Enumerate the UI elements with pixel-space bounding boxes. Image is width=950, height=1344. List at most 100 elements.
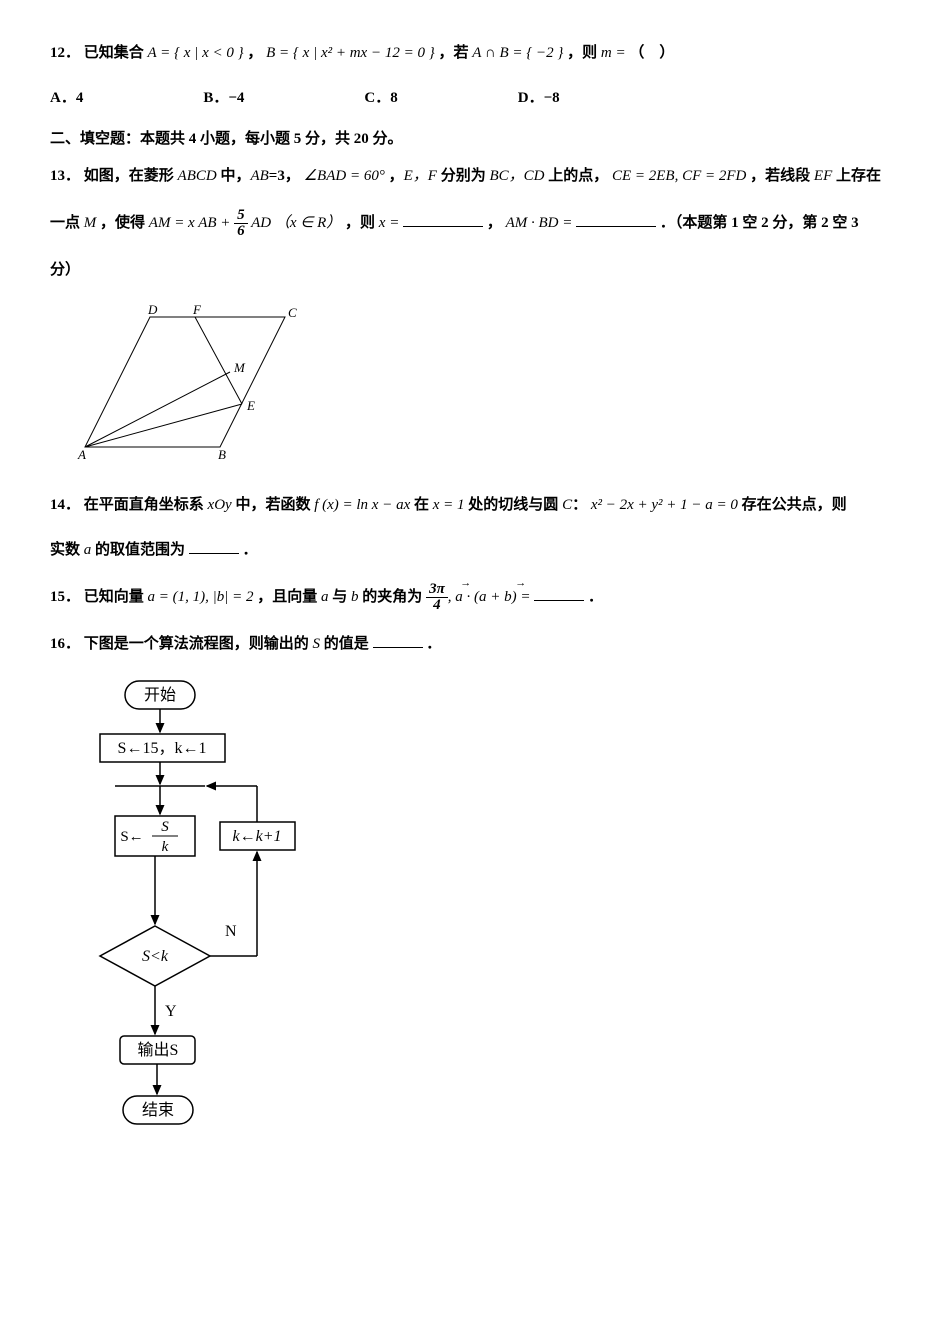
q16-number: 16． xyxy=(50,636,80,652)
q13-fen: 分） xyxy=(50,262,80,278)
q14-t5: 存在公共点，则 xyxy=(742,497,847,513)
q13-blank-2 xyxy=(576,211,656,227)
flow-init: S←15，k←1 xyxy=(118,740,207,757)
q12-paren: （ ） xyxy=(629,45,674,61)
q15-t3: 的夹角为 xyxy=(362,589,426,605)
flow-cond: S<k xyxy=(142,948,169,965)
q15-comma: , xyxy=(448,589,456,605)
q12-option-c: C．8 xyxy=(364,85,397,112)
q12-setA-lhs: A = xyxy=(148,45,175,61)
q15-t2: ，且向量 xyxy=(257,589,321,605)
q14-x1: x = 1 xyxy=(433,497,465,513)
q14-fx: f (x) = ln x − ax xyxy=(314,497,410,513)
q13-dom: （x ∈ R） xyxy=(275,215,341,231)
question-16: 16． 下图是一个算法流程图，则输出的 S 的值是 ． xyxy=(50,631,900,658)
label-E: E xyxy=(246,398,255,413)
q13-frac: 56 xyxy=(234,208,248,239)
flow-assign-den: k xyxy=(162,839,169,855)
q13-note: ．（本题第 1 空 2 分，第 2 空 3 xyxy=(660,215,859,231)
flow-Y: Y xyxy=(165,1003,177,1020)
flow-out: 输出S xyxy=(138,1041,179,1059)
q14-a: a xyxy=(84,542,92,558)
q15-avec: a = (1, 1), |b| = 2 xyxy=(148,589,254,605)
q13-xeq: x = xyxy=(379,215,400,231)
q13-vec-post: AD xyxy=(248,215,271,231)
q13-EF: EF xyxy=(814,168,832,184)
q14-l2a: 实数 xyxy=(50,542,84,558)
q15-blank xyxy=(534,585,584,601)
q13-bc: BC，CD xyxy=(489,168,544,184)
q13-eq3: =3， xyxy=(269,168,300,184)
q16-blank xyxy=(373,632,423,648)
q13-number: 13． xyxy=(50,168,80,184)
q13-ab: AB xyxy=(250,168,268,184)
q13-figure: D F C M E A B xyxy=(70,302,900,472)
q15-frac: 3π4 xyxy=(426,582,448,613)
q15-and: 与 xyxy=(332,589,351,605)
q14-l2b: 的取值范围为 xyxy=(95,542,185,558)
q12-m: m = xyxy=(601,45,626,61)
q13-then: ，则 xyxy=(345,215,375,231)
q16-flowchart: 开始 S←15，k←1 k←k+1 S<k 输出S 结束 S← S k N Y xyxy=(70,676,900,1156)
q15-frac-den: 4 xyxy=(426,598,448,613)
q16-dot: ． xyxy=(426,636,441,652)
q13-l2b: ，使得 xyxy=(100,215,149,231)
q14-t4: 处的切线与圆 xyxy=(468,497,562,513)
q12-setB-lhs: B = xyxy=(266,45,293,61)
question-13: 13． 如图，在菱形 ABCD 中，AB=3， ∠BAD = 60° ，E，F … xyxy=(50,163,900,190)
q13-t6: ，若线段 xyxy=(750,168,814,184)
q12-comma-1: ， xyxy=(247,45,262,61)
q15-frac-num: 3π xyxy=(426,582,448,598)
q13-ef: E，F xyxy=(404,168,437,184)
q14-t1: 在平面直角坐标系 xyxy=(84,497,208,513)
question-13-line2: 一点 M ，使得 AM = x AB + 56 AD （x ∈ R） ，则 x … xyxy=(50,208,900,239)
q14-colon: ： xyxy=(572,497,587,513)
q15-b: b xyxy=(351,589,359,605)
q13-vec-pre: AM = x AB + xyxy=(149,215,234,231)
q13-angle: ∠BAD = 60° xyxy=(304,168,385,184)
label-A: A xyxy=(77,447,86,462)
q13-t2: 中， xyxy=(220,168,250,184)
q13-dot-lhs: AM · BD = xyxy=(506,215,573,231)
question-15: 15． 已知向量 a = (1, 1), |b| = 2 ，且向量 a 与 b … xyxy=(50,582,900,613)
q15-a: a xyxy=(321,589,329,605)
q14-blank xyxy=(189,538,239,554)
flow-assign-num: S xyxy=(161,819,169,835)
q13-t7: 上存在 xyxy=(836,168,881,184)
q14-dot: ． xyxy=(243,542,258,558)
flow-start: 开始 xyxy=(144,686,176,704)
q13-abcd: ABCD xyxy=(178,168,217,184)
q12-option-d: D．−8 xyxy=(518,85,560,112)
flow-N: N xyxy=(225,923,237,940)
q16-t1: 下图是一个算法流程图，则输出的 xyxy=(84,636,313,652)
label-F: F xyxy=(192,302,202,317)
q13-t5: 上的点， xyxy=(548,168,608,184)
q13-M: M xyxy=(84,215,97,231)
q14-xoy: xOy xyxy=(208,497,232,513)
q12-setB-rhs: { x | x² + mx − 12 = 0 } xyxy=(293,45,435,61)
label-C: C xyxy=(288,305,297,320)
q14-number: 14． xyxy=(50,497,80,513)
q12-cond-lhs: A ∩ B = xyxy=(472,45,526,61)
q13-frac-num: 5 xyxy=(234,208,248,224)
q12-setA-rhs: { x | x < 0 } xyxy=(174,45,244,61)
q12-cond-rhs: { −2 } xyxy=(526,45,563,61)
q13-comma: ， xyxy=(487,215,502,231)
q15-number: 15． xyxy=(50,589,80,605)
q13-blank-1 xyxy=(403,211,483,227)
q12-option-b: B．−4 xyxy=(203,85,244,112)
label-B: B xyxy=(218,447,226,462)
q12-option-a: A．4 xyxy=(50,85,83,112)
q13-l2a: 一点 xyxy=(50,215,84,231)
q13-t4: 分别为 xyxy=(441,168,490,184)
question-12: 12． 已知集合 A = { x | x < 0 } ， B = { x | x… xyxy=(50,40,900,67)
label-M: M xyxy=(233,360,246,375)
q15-dot: ． xyxy=(588,589,603,605)
q13-t3: ， xyxy=(389,168,404,184)
q14-C: C xyxy=(562,497,572,513)
q12-comma-3: ，则 xyxy=(567,45,597,61)
flow-end: 结束 xyxy=(142,1101,174,1119)
q12-number: 12． xyxy=(50,45,80,61)
q16-S: S xyxy=(313,636,321,652)
q14-t2: 中，若函数 xyxy=(235,497,314,513)
